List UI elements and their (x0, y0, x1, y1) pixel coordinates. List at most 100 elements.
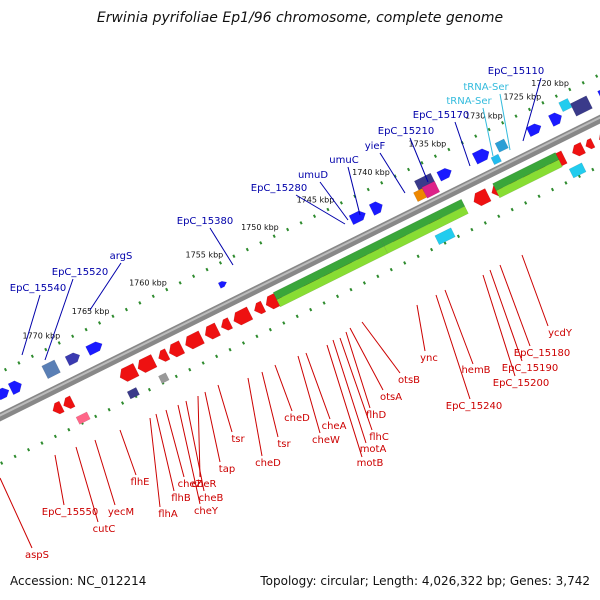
label-leader-line (247, 377, 263, 457)
gene-label: EpC_15190 (502, 363, 558, 374)
outer-tick-track (0, 72, 600, 375)
label-leader-line (155, 413, 175, 492)
misc-feature (158, 372, 170, 384)
label-leader-line (332, 339, 367, 444)
reverse-gene (185, 330, 205, 350)
gene-label: cheW (312, 435, 340, 446)
gene-label: EpC_15380 (177, 216, 233, 227)
label-leader-line (165, 409, 185, 478)
label-leader-line (349, 327, 384, 391)
label-leader-line (295, 194, 346, 225)
gene-label: flhA (158, 509, 178, 520)
reverse-gene (233, 306, 254, 326)
gene-label: EpC_15550 (42, 507, 98, 518)
operon-block (383, 205, 469, 254)
label-leader-line (339, 337, 373, 431)
label-leader-line (347, 166, 361, 216)
misc-feature (421, 180, 441, 199)
forward-gene (569, 95, 593, 117)
label-leader-line (489, 269, 523, 362)
trna-gene (490, 153, 502, 166)
gene-label: flhD (366, 410, 387, 421)
reverse-gene (119, 362, 140, 382)
label-leader-line (482, 274, 516, 377)
label-leader-line (379, 152, 406, 194)
label-leader-line (89, 262, 122, 311)
gene-label: EpC_15110 (488, 66, 544, 77)
gene-label: umuC (329, 155, 358, 166)
gene-label: cheD (284, 413, 310, 424)
label-leader-line (345, 331, 371, 409)
forward-gene (368, 201, 383, 216)
label-leader-line (361, 321, 401, 374)
gene-label: tap (219, 464, 235, 475)
label-leader-line (75, 446, 99, 523)
scale-tick-label: 1735 kbp (409, 140, 447, 149)
forward-gene (7, 380, 22, 396)
scale-tick-label: 1725 kbp (504, 93, 542, 102)
label-leader-line (185, 400, 205, 492)
gene-label: tsr (231, 434, 245, 445)
reverse-gene (52, 400, 65, 415)
label-leader-line (217, 384, 233, 433)
gene-label: cheZ (178, 479, 203, 490)
scale-tick-label: 1755 kbp (186, 250, 224, 259)
accession-text: Accession: NC_012214 (10, 574, 147, 588)
reverse-gene (572, 141, 587, 157)
scale-tick-label: 1765 kbp (72, 307, 110, 316)
forward-gene (471, 148, 490, 165)
reverse-gene (585, 137, 596, 150)
label-leader-line (435, 294, 471, 400)
label-leader-line (454, 121, 471, 167)
forward-gene (436, 168, 452, 182)
label-leader-line (522, 77, 542, 142)
genome-backbone (0, 114, 600, 422)
gene-label: umuD (298, 170, 328, 181)
forward-gene (85, 341, 103, 356)
scale-tick-label: 1760 kbp (129, 278, 167, 287)
forward-gene (525, 123, 542, 138)
label-leader-line (119, 429, 137, 476)
gene-label: flhC (369, 432, 389, 443)
gene-label: ycdY (548, 328, 573, 339)
genome-summary-text: Topology: circular; Length: 4,026,322 bp… (260, 574, 590, 588)
reverse-gene (63, 395, 76, 409)
label-leader-line (274, 364, 293, 412)
gene-label: otsB (398, 375, 420, 386)
label-leader-line (149, 417, 161, 508)
gene-label: motA (360, 444, 387, 455)
label-leader-line (444, 289, 474, 365)
scale-tick-label: 1770 kbp (23, 331, 61, 340)
map-title: Erwinia pyrifoliae Ep1/96 chromosome, co… (96, 10, 504, 26)
label-leader-line (297, 355, 321, 434)
gene-label: EpC_15280 (251, 183, 307, 194)
scale-tick-label: 1740 kbp (352, 168, 390, 177)
gene-label: motB (357, 458, 384, 469)
label-leader-line (326, 344, 363, 458)
scale-tick-label: 1745 kbp (297, 195, 335, 204)
gene-label: cheY (194, 506, 219, 517)
genome-backbone-highlight (0, 116, 600, 417)
reverse-gene (137, 354, 158, 373)
reverse-gene (158, 348, 171, 362)
forward-gene (217, 280, 228, 289)
label-leader-line (177, 404, 201, 505)
reverse-gene (473, 188, 492, 207)
label-leader-line (0, 477, 33, 549)
gene-label: yieF (365, 141, 386, 152)
gene-label: EpC_15520 (52, 267, 108, 278)
label-leader-line (94, 439, 116, 506)
label-leader-line (54, 454, 65, 506)
forward-gene (494, 138, 509, 153)
gene-label: aspS (25, 550, 49, 561)
gene-label: EpC_15200 (493, 378, 549, 389)
gene-label: argS (110, 251, 133, 262)
gene-label: ync (420, 353, 438, 364)
operon-block (380, 198, 466, 247)
forward-gene (597, 89, 600, 97)
misc-feature (75, 411, 91, 425)
gene-label: tsr (277, 439, 291, 450)
label-leader-line (319, 181, 349, 221)
